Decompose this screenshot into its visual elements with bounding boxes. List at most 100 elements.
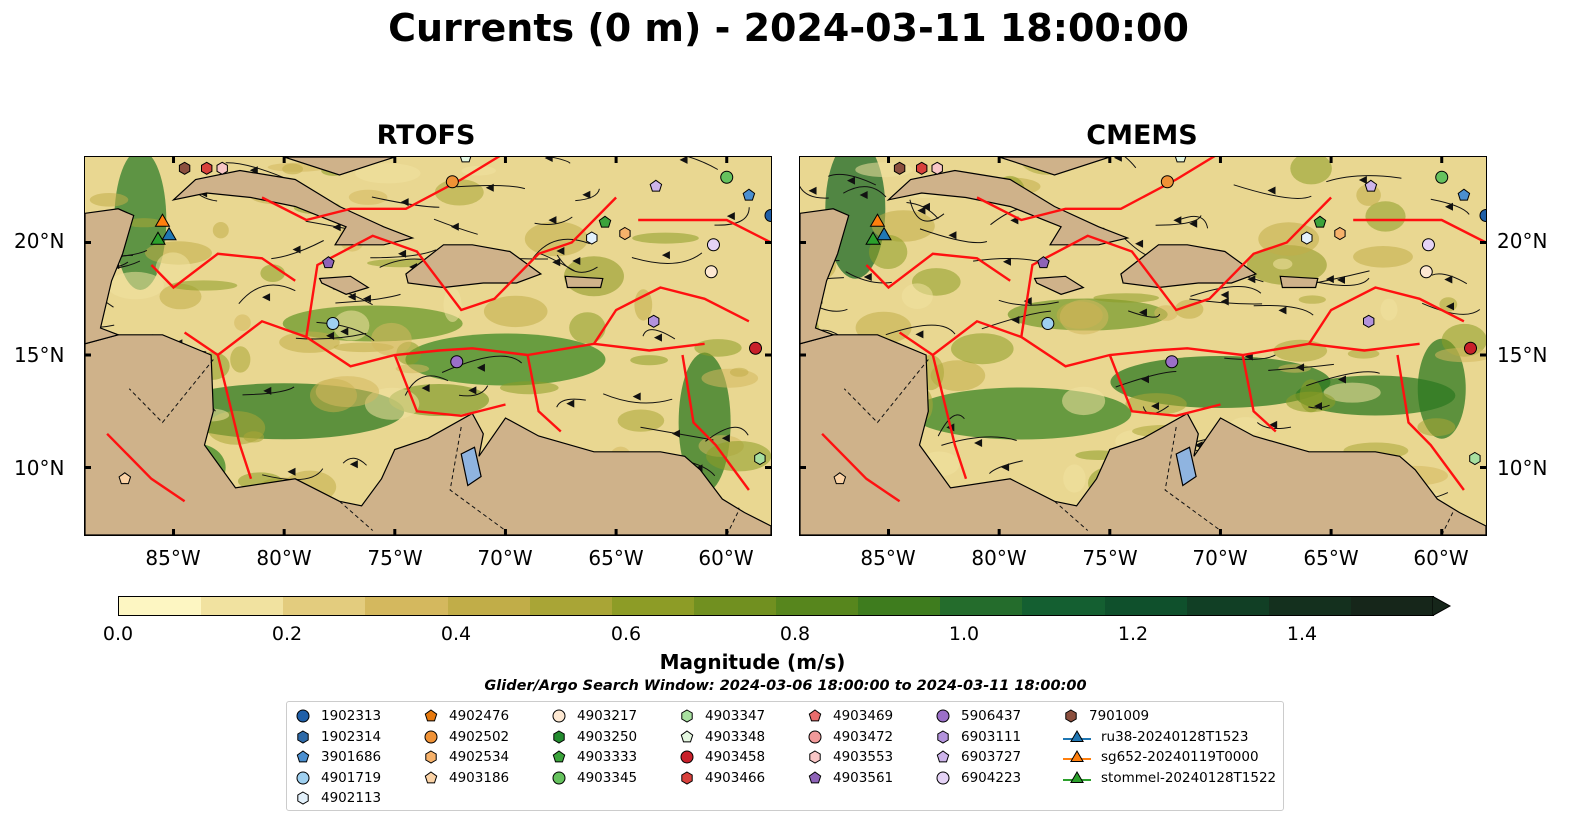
eez-boundary bbox=[216, 354, 253, 480]
current-speed-patch bbox=[630, 355, 668, 366]
argo-float-6904223[interactable] bbox=[706, 238, 720, 252]
argo-float-4903186[interactable] bbox=[118, 472, 132, 485]
legend-triangle[interactable] bbox=[1070, 750, 1084, 763]
argo-float-4903348[interactable] bbox=[1174, 157, 1187, 163]
legend-shape[interactable] bbox=[680, 750, 694, 764]
legend-shape[interactable] bbox=[808, 730, 822, 744]
streamline bbox=[1314, 277, 1370, 286]
argo-float-5906437[interactable] bbox=[1165, 355, 1179, 369]
argo-float-4903561[interactable] bbox=[322, 256, 335, 269]
argo-float-3901686[interactable] bbox=[1457, 188, 1471, 201]
glider-stommel-20240128T1522[interactable] bbox=[150, 231, 166, 245]
streamline-arrow bbox=[1011, 315, 1020, 324]
argo-float-6904223[interactable] bbox=[1421, 238, 1435, 252]
argo-float-4903553[interactable] bbox=[216, 161, 228, 175]
argo-float-4903561[interactable] bbox=[1037, 256, 1050, 269]
legend-shape[interactable] bbox=[809, 750, 821, 764]
argo-float-4902502[interactable] bbox=[1160, 175, 1174, 189]
legend-shape[interactable] bbox=[296, 771, 310, 785]
argo-float-4903458[interactable] bbox=[749, 341, 763, 355]
glider-sg652-20240119T0000[interactable] bbox=[154, 213, 171, 227]
argo-float-4902502[interactable] bbox=[445, 175, 459, 189]
argo-float-4902113[interactable] bbox=[586, 231, 598, 245]
glider-ru38-20240128T1523[interactable] bbox=[876, 226, 892, 241]
argo-float-4903186[interactable] bbox=[833, 472, 847, 485]
argo-float-4903217[interactable] bbox=[1419, 265, 1433, 279]
argo-float-7901009[interactable] bbox=[893, 161, 906, 175]
argo-float-4902534[interactable] bbox=[1334, 226, 1346, 241]
legend-shape[interactable] bbox=[1065, 709, 1077, 723]
eez-boundary bbox=[821, 432, 901, 503]
argo-float-4903345[interactable] bbox=[1435, 170, 1449, 184]
legend-shape[interactable] bbox=[681, 771, 693, 785]
legend-shape[interactable] bbox=[425, 750, 437, 764]
land-cuba bbox=[886, 169, 1130, 246]
legend-shape[interactable] bbox=[296, 709, 310, 723]
glider-stommel-20240128T1522[interactable] bbox=[865, 231, 881, 245]
argo-float-4902113[interactable] bbox=[1301, 231, 1313, 245]
argo-float-6903111[interactable] bbox=[648, 314, 660, 328]
argo-float-4903345[interactable] bbox=[720, 170, 734, 184]
map-cmems[interactable] bbox=[799, 156, 1487, 536]
legend-shape[interactable] bbox=[680, 730, 694, 743]
legend-shape[interactable] bbox=[808, 709, 822, 722]
streamline-arrow bbox=[1002, 257, 1011, 266]
argo-float-4903348[interactable] bbox=[459, 157, 472, 163]
country-border bbox=[128, 359, 214, 424]
legend-shape[interactable] bbox=[552, 750, 566, 763]
glider-ru38-20240128T1523[interactable] bbox=[161, 226, 177, 241]
argo-float-6903727[interactable] bbox=[1364, 179, 1378, 192]
legend-shape[interactable] bbox=[808, 771, 822, 784]
argo-float-4903347[interactable] bbox=[754, 451, 766, 466]
legend-shape[interactable] bbox=[424, 709, 438, 722]
map-rtofs[interactable] bbox=[84, 156, 772, 536]
argo-float-3901686[interactable] bbox=[742, 188, 756, 201]
legend-shape[interactable] bbox=[424, 771, 438, 784]
legend-shape[interactable] bbox=[936, 771, 950, 785]
argo-float-7901009[interactable] bbox=[178, 161, 191, 175]
legend-shape[interactable] bbox=[424, 730, 438, 744]
frame-ticks bbox=[800, 157, 1486, 535]
eez-boundary bbox=[106, 432, 186, 503]
legend-shape[interactable] bbox=[297, 791, 309, 805]
argo-float-1902313[interactable] bbox=[1479, 209, 1486, 222]
legend-shape[interactable] bbox=[937, 730, 949, 744]
argo-float-4903347[interactable] bbox=[1469, 451, 1481, 466]
streamline bbox=[271, 240, 324, 260]
streamline-arrow bbox=[548, 216, 557, 225]
legend-shape[interactable] bbox=[681, 709, 693, 723]
argo-float-4903217[interactable] bbox=[704, 265, 718, 279]
legend-triangle[interactable] bbox=[1070, 729, 1084, 742]
argo-float-4901719[interactable] bbox=[1041, 317, 1055, 330]
legend-label: 4901719 bbox=[321, 769, 382, 786]
argo-float-6903111[interactable] bbox=[1363, 314, 1375, 328]
legend-shape[interactable] bbox=[552, 771, 566, 785]
argo-float-4903333[interactable] bbox=[1313, 215, 1327, 228]
legend-shape[interactable] bbox=[936, 750, 950, 763]
legend-shape[interactable] bbox=[936, 709, 950, 723]
argo-float-4903466[interactable] bbox=[916, 161, 928, 175]
legend-triangle[interactable] bbox=[1070, 770, 1084, 783]
streamline-arrow bbox=[1337, 275, 1346, 284]
legend-shape[interactable] bbox=[296, 750, 310, 763]
argo-float-4903553[interactable] bbox=[931, 161, 943, 175]
legend-marker-sg652-20240119T0000 bbox=[1063, 750, 1091, 763]
legend-shape[interactable] bbox=[552, 709, 566, 723]
legend-marker-7901009 bbox=[1065, 709, 1077, 723]
lat-label-20n-right: 20°N bbox=[1497, 229, 1548, 253]
argo-float-1902313[interactable] bbox=[764, 209, 771, 222]
argo-float-4901719[interactable] bbox=[326, 317, 340, 330]
current-speed-patch bbox=[901, 283, 933, 309]
argo-float-6903727[interactable] bbox=[649, 179, 663, 192]
argo-float-4903333[interactable] bbox=[598, 215, 612, 228]
argo-float-4902534[interactable] bbox=[619, 226, 631, 241]
legend-shape[interactable] bbox=[553, 730, 565, 744]
glider-sg652-20240119T0000[interactable] bbox=[869, 213, 886, 227]
streamline-arrow bbox=[421, 384, 430, 393]
argo-float-4903458[interactable] bbox=[1464, 341, 1478, 355]
legend-shape[interactable] bbox=[297, 730, 309, 744]
streamline-arrow bbox=[1338, 375, 1347, 384]
argo-float-5906437[interactable] bbox=[450, 355, 464, 369]
legend-marker-1902313 bbox=[296, 709, 310, 723]
argo-float-4903466[interactable] bbox=[201, 161, 213, 175]
